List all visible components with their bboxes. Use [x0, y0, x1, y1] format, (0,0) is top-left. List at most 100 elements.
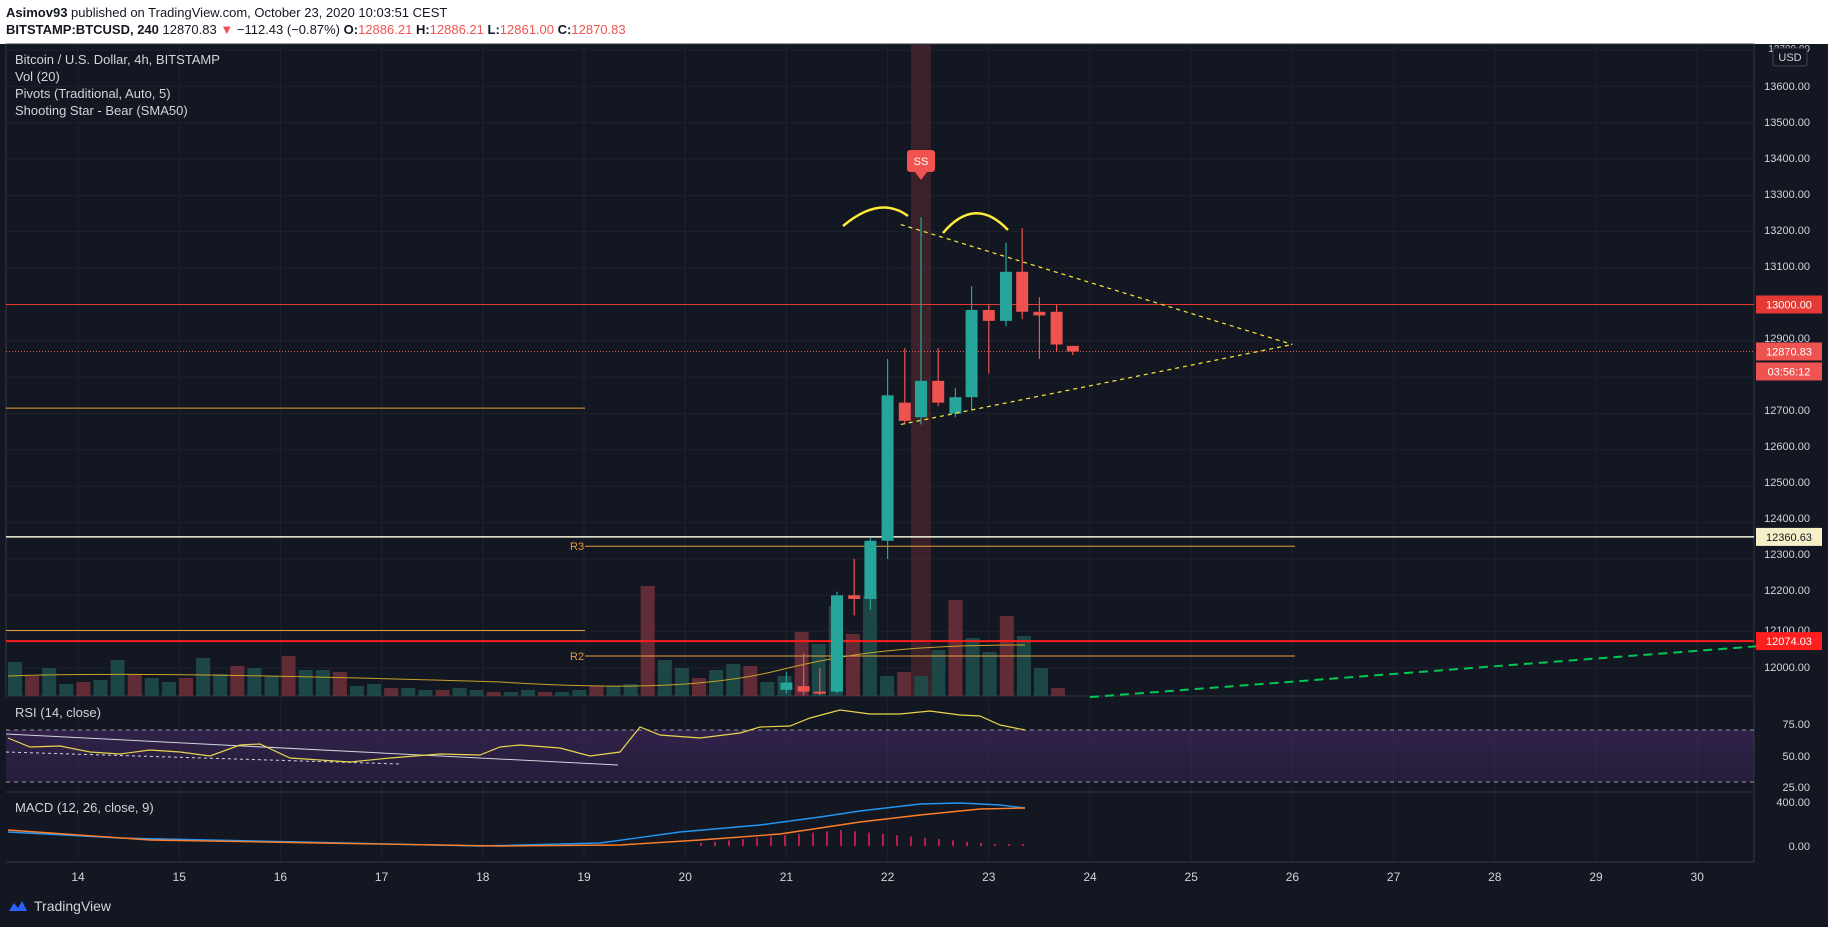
price-tick: 12900.00 — [1764, 333, 1810, 345]
legend-rsi: RSI (14, close) — [15, 705, 101, 720]
macd-tick: 0.00 — [1789, 841, 1810, 853]
macd-histogram-bar — [938, 839, 940, 846]
legend-vol: Vol (20) — [15, 69, 60, 84]
volume-bar — [914, 676, 929, 696]
macd-histogram-bar — [980, 843, 982, 846]
volume-bar — [315, 670, 330, 696]
time-tick: 30 — [1691, 870, 1705, 884]
publish-info: published on TradingView.com, October 23… — [71, 5, 448, 20]
triangle-lower-line — [900, 343, 1293, 426]
macd-histogram-bar — [994, 844, 996, 846]
volume-bar — [555, 692, 570, 696]
volume-bar — [179, 678, 193, 696]
time-tick: 22 — [881, 870, 895, 884]
candle-body — [1033, 311, 1046, 316]
volume-bar — [161, 682, 176, 696]
pivot-label-r2: R2 — [570, 651, 584, 663]
price-tick: 12700.00 — [1764, 405, 1810, 417]
macd-histogram-bar — [812, 832, 814, 846]
price-tick: 13400.00 — [1764, 153, 1810, 165]
volume-bar — [264, 676, 279, 696]
volume-bar — [572, 690, 587, 696]
volume-ma-line — [7, 644, 1026, 687]
open-label: O: — [343, 22, 359, 37]
badge-13000: 13000.00 — [1766, 300, 1812, 312]
macd-histogram-bar — [826, 831, 828, 846]
badge-12074: 12074.03 — [1766, 636, 1812, 648]
volume-bar — [897, 672, 912, 696]
volume-bar — [332, 672, 347, 696]
badge-countdown: 03:56:12 — [1768, 366, 1811, 378]
time-tick: 28 — [1488, 870, 1502, 884]
tradingview-logo-icon — [9, 901, 27, 911]
volume-bar — [606, 686, 621, 696]
time-tick: 26 — [1286, 870, 1300, 884]
time-tick: 27 — [1387, 870, 1401, 884]
price-tick: 13600.00 — [1764, 81, 1810, 93]
macd-histogram-bar — [966, 841, 968, 846]
candle-body — [881, 395, 894, 541]
volume-bar — [1034, 668, 1048, 696]
volume-bar — [452, 688, 467, 696]
time-tick: 17 — [375, 870, 389, 884]
time-axis[interactable]: 14 15 16 17 18 19 20 21 22 23 24 25 26 27 28 29 30 — [71, 870, 1704, 884]
tradingview-logo[interactable]: TradingView — [8, 898, 111, 914]
rsi-tick: 25.00 — [1782, 782, 1810, 794]
symbol-name: BITSTAMP:BTCUSD, 240 — [6, 22, 159, 37]
time-tick: 24 — [1083, 870, 1097, 884]
time-tick: 15 — [173, 870, 187, 884]
macd-histogram-bar — [1022, 844, 1024, 846]
volume-bar — [418, 690, 433, 696]
ss-marker-pointer-icon — [914, 172, 927, 180]
volume-bar — [384, 688, 399, 696]
volume-bar — [93, 680, 108, 696]
badge-countdown-box — [1756, 362, 1822, 381]
ss-marker-label: SS — [914, 156, 929, 168]
volume-bar — [127, 674, 142, 696]
candle-body — [932, 380, 945, 403]
high-label: H: — [415, 22, 430, 37]
price-scale[interactable]: 13600.00 13500.00 13400.00 13300.00 13200.00… — [1756, 44, 1822, 853]
volume-bar — [367, 684, 382, 696]
macd-pane — [7, 802, 1026, 847]
volume-bar — [76, 682, 91, 696]
volume-bar — [589, 686, 604, 696]
volume-bar — [435, 690, 450, 696]
volume-bar — [931, 650, 946, 696]
time-tick: 18 — [476, 870, 490, 884]
volume-bar — [726, 664, 741, 696]
badge-12360: 12360.63 — [1766, 532, 1812, 544]
volume-bar — [281, 656, 296, 696]
volume-bar — [811, 644, 826, 696]
macd-histogram-bar — [784, 835, 786, 846]
macd-histogram-bar — [1008, 844, 1010, 846]
candle-body — [1066, 345, 1079, 352]
macd-histogram-bar — [896, 835, 898, 846]
volume-bar — [401, 688, 416, 696]
macd-histogram-bar — [924, 837, 926, 846]
price-tick: 12200.00 — [1764, 585, 1810, 597]
volume-bar — [794, 632, 809, 696]
badge-12360-box — [1756, 527, 1822, 546]
volume-bar — [760, 682, 775, 696]
publish-header: Asimov93 published on TradingView.com, O… — [0, 0, 1828, 44]
badge-last-price-box — [1756, 342, 1822, 361]
volume-bar — [845, 634, 860, 696]
candle-body — [864, 540, 877, 599]
rsi-tick: 75.00 — [1782, 719, 1810, 731]
candle-body — [982, 309, 995, 321]
time-tick: 29 — [1589, 870, 1603, 884]
author-name[interactable]: Asimov93 — [6, 5, 68, 20]
volume-bar — [965, 638, 980, 696]
volume-bar — [982, 652, 997, 696]
candle-body — [965, 309, 978, 398]
legend-macd: MACD (12, 26, close, 9) — [15, 800, 154, 815]
time-tick: 25 — [1185, 870, 1199, 884]
price-tick: 12500.00 — [1764, 477, 1810, 489]
macd-histogram-bar — [714, 841, 716, 846]
currency-label: USD — [1778, 52, 1801, 64]
rsi-pane — [5, 709, 1754, 783]
candle-body — [1016, 271, 1029, 312]
volume-bar — [743, 666, 758, 696]
